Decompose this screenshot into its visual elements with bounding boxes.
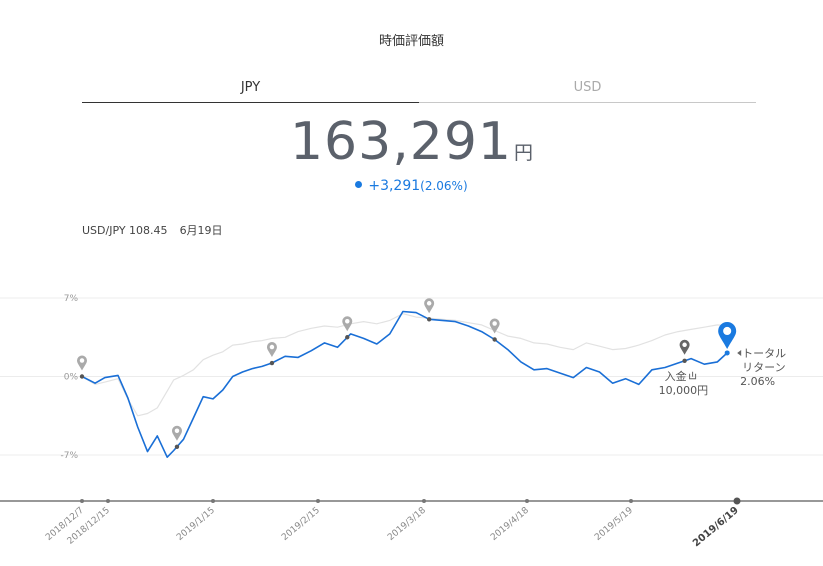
event-pin-icon-hole: [174, 428, 180, 434]
benchmark-line: [81, 313, 728, 417]
fx-rate-date: 6月19日: [179, 224, 223, 237]
x-tick-dot: [733, 497, 741, 505]
change-amount: +3,291: [368, 178, 421, 194]
valuation-number: 163,291: [289, 112, 513, 172]
event-pin-icon[interactable]: [424, 298, 435, 314]
event-pin-icon-hole: [269, 344, 275, 350]
current-pin-icon-hole: [723, 326, 732, 336]
tab-jpy[interactable]: JPY: [82, 80, 419, 103]
page-title: 時価評価額: [378, 34, 444, 49]
y-tick-label: 0%: [64, 373, 79, 383]
fx-rate-label: USD/JPY 108.45: [82, 224, 168, 237]
x-tick-dot: [211, 499, 215, 503]
event-point: [426, 317, 432, 322]
x-tick-dot: [629, 499, 633, 503]
deposit-label: 入金: [665, 369, 687, 383]
event-pin-icon[interactable]: [489, 318, 500, 334]
currency-tabs: JPY USD: [82, 80, 756, 104]
portfolio-return-line: [81, 310, 728, 458]
event-point: [345, 335, 350, 340]
deposit-pin-icon-hole: [682, 342, 687, 348]
event-pin-icon-hole: [426, 301, 432, 306]
x-tick-label: 2019/5/19: [593, 505, 635, 542]
valuation-amount: 163,291 円: [0, 112, 823, 172]
current-pin-icon[interactable]: [718, 321, 737, 349]
total-return-value: 2.06%: [740, 375, 775, 388]
x-tick-label: 2019/4/18: [489, 505, 531, 542]
event-pin-icon[interactable]: [342, 316, 353, 332]
x-tick-label: 2019/1/15: [175, 506, 217, 543]
x-tick-dot: [106, 499, 110, 503]
callout-arrow-icon: [737, 349, 742, 356]
x-tick-dot: [316, 499, 320, 503]
event-pin-icon-hole: [492, 321, 497, 326]
total-return-label-1: トータル: [742, 347, 786, 360]
deposit-pin-icon[interactable]: [679, 339, 690, 355]
event-point: [174, 444, 180, 449]
x-tick-dot: [422, 499, 426, 503]
change-percent: (2.06%): [420, 179, 468, 193]
x-tick-label: 2019/3/18: [386, 505, 428, 542]
event-pin-icon-hole: [345, 319, 350, 324]
valuation-change: +3,291(2.06%): [0, 178, 823, 194]
y-tick-label: 7%: [64, 294, 79, 304]
deposit-icon: [689, 371, 697, 380]
event-pin-icon[interactable]: [171, 425, 182, 441]
change-dot-icon: [355, 181, 363, 188]
fx-rate: USD/JPY 108.45 6月19日: [82, 222, 223, 238]
x-tick-label: 2019/2/15: [280, 506, 322, 543]
x-tick-label: 2019/6/19: [691, 505, 741, 549]
x-tick-dot: [80, 499, 84, 503]
total-return-label-2: リターン: [742, 361, 785, 374]
deposit-amount: 10,000円: [659, 384, 709, 397]
deposit-point: [682, 358, 687, 363]
event-pin-icon[interactable]: [76, 355, 87, 371]
event-point: [79, 374, 85, 379]
tab-usd[interactable]: USD: [419, 80, 756, 103]
valuation-unit: 円: [514, 142, 534, 164]
current-point: [724, 350, 730, 356]
event-point: [269, 360, 275, 366]
event-point: [492, 337, 497, 342]
y-tick-label: -7%: [60, 451, 78, 461]
event-pin-icon[interactable]: [266, 342, 277, 358]
x-tick-dot: [525, 499, 529, 503]
event-pin-icon-hole: [79, 358, 85, 363]
